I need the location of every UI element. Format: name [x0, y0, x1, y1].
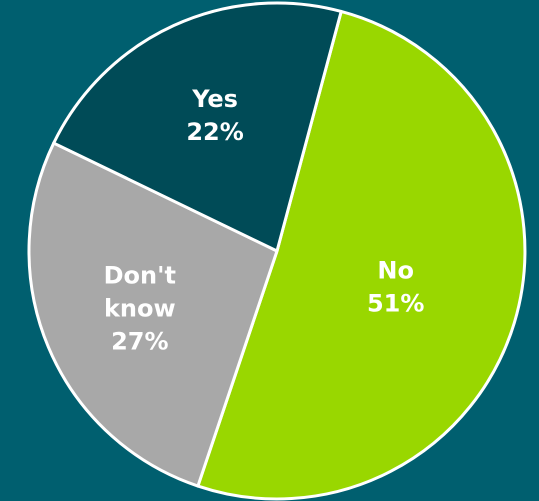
- pie-slice-51pct: [196, 9, 527, 501]
- slice-label: Yes 22%: [186, 85, 243, 146]
- slice-label: Don't know 27%: [104, 262, 176, 356]
- slice-value-label: 27%: [111, 328, 168, 356]
- pie-slice-27pct: [27, 141, 279, 488]
- slice-category-label: know: [104, 295, 176, 323]
- slice-label: No 51%: [367, 256, 424, 317]
- slice-category-label: No: [377, 256, 414, 284]
- slice-category-label: Don't: [104, 262, 176, 290]
- slice-value-label: 22%: [186, 118, 243, 146]
- slice-category-label: Yes: [191, 85, 238, 113]
- slice-value-label: 51%: [367, 289, 424, 317]
- pie-slice-22pct: [52, 1, 343, 253]
